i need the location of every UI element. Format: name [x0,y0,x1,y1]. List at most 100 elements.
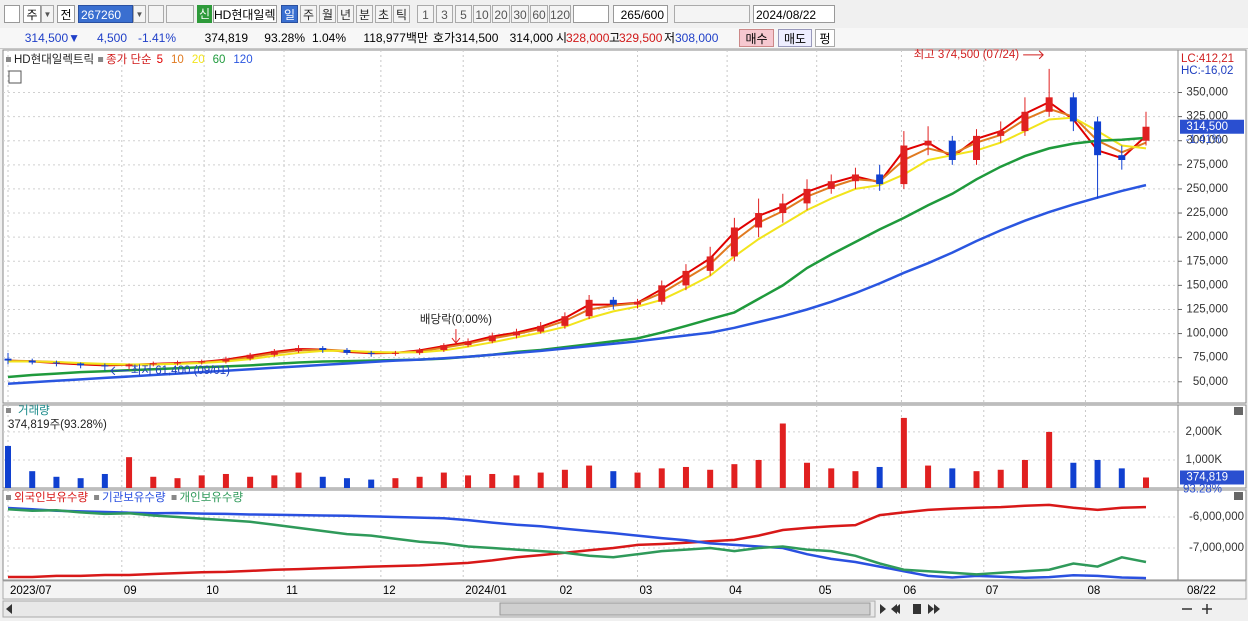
legend-entry: 외국인보유수량 [14,491,88,504]
x-tick-label: 02 [560,585,573,597]
x-tick-label: 06 [903,585,916,597]
y-tick-label: 150,000 [1186,279,1228,291]
candle-body [1069,97,1077,122]
interval-button[interactable]: 20 [492,5,510,23]
interval-button[interactable]: 1 [417,5,434,23]
y-tick-label: 1,000K [1186,454,1223,466]
price: 314,500▼ [24,31,80,45]
zoom-buttons[interactable] [1182,604,1222,614]
menu-icon[interactable] [4,5,20,23]
interval-button[interactable]: 5 [455,5,472,23]
scroll-buttons[interactable] [880,604,940,614]
candle-body [173,362,181,364]
dropdown[interactable]: ▼ [133,5,146,23]
y-tick-label: 50,000 [1193,376,1228,388]
candle-body [367,352,375,354]
interval-button[interactable]: 10 [473,5,491,23]
scroll-thumb[interactable] [499,602,871,616]
period-button[interactable]: 년 [337,5,354,23]
candle-body [900,145,908,185]
table-icon[interactable] [8,70,22,84]
candle-body [391,352,399,354]
legend-marker [171,495,177,500]
moving-average [7,136,1147,379]
period-button[interactable]: 분 [356,5,373,23]
volume-bar [29,471,36,488]
scroll-left[interactable] [6,604,12,614]
price-axis [1177,49,1247,404]
last-volume-label: 374,819 [1186,472,1228,484]
empty-select[interactable] [573,5,609,23]
period-button[interactable]: 일 [281,5,298,23]
sound-button[interactable] [166,5,194,23]
code-input[interactable]: 267260 [78,5,133,23]
volume-title: 거래량 [18,404,50,417]
prev-button[interactable]: 전 [57,5,75,23]
candle-body [1118,155,1126,160]
volume-bar [101,473,108,488]
tool-icons[interactable] [674,5,750,23]
volume-bar [53,476,60,488]
period-button[interactable]: 틱 [393,5,410,23]
candle-body [270,350,278,355]
volume-bar [1094,459,1101,488]
holding-line [8,503,1147,579]
x-tick-label: 05 [819,585,832,597]
period-button[interactable]: 주 [300,5,317,23]
volume-bar [707,469,714,488]
volume-bar [465,475,472,488]
legend-marker [6,408,11,413]
search-button[interactable] [148,5,164,23]
candle-body [101,365,109,367]
candle-body [28,360,36,363]
x-tick-label: 04 [729,585,742,597]
volume-bar [440,472,447,488]
toolbar: 주 ▼ 전 267260 ▼ 신 HD현대일렉 일 주 월 년 분 초 틱 1 … [0,0,1248,29]
market-select[interactable]: 주 [23,5,41,23]
volume-bar [5,445,11,488]
interval-button[interactable]: 30 [511,5,529,23]
legend-marker [6,57,11,62]
y-tick-label: 100,000 [1186,328,1228,340]
interval-button[interactable]: 60 [530,5,548,23]
low-label: 저 [663,31,675,45]
close-icon[interactable] [1234,407,1243,415]
volume-bar [852,471,859,488]
candle-body [343,349,351,353]
volume-bar [925,465,932,488]
volume-bar [174,478,181,488]
candle-body [416,349,424,353]
x-tick-label: 2024/01 [465,585,507,597]
candle-body [730,227,738,257]
candle-body [537,325,545,332]
avg-button[interactable]: 펑 [815,29,835,47]
buy-button[interactable]: 매수 [739,29,774,47]
candle-body [609,299,617,305]
candle-body [198,361,206,363]
volume-bar [828,468,835,488]
interval-button[interactable]: 120 [549,5,571,23]
annotation-arrow [1023,50,1044,60]
period-button[interactable]: 월 [319,5,336,23]
volume-bar [537,472,544,488]
interval-button[interactable]: 3 [436,5,453,23]
legend-entry: 60 [213,54,226,66]
legend-ma: 종가 단순 [106,53,152,66]
volume-bar [949,468,956,488]
period-button[interactable]: 초 [375,5,392,23]
date-input[interactable]: 2024/08/22 [753,5,835,23]
last-volume-rate: 93.28% [1183,484,1222,496]
x-tick-label: 10 [206,585,219,597]
close-icon[interactable] [1234,492,1243,500]
y-tick-label: -7,000,000 [1189,542,1244,554]
volume-subtitle: 374,819주(93.28%) [8,419,107,431]
sell-button[interactable]: 매도 [778,29,812,47]
high-label: 고 [608,31,620,45]
count-input[interactable]: 265/600 [613,5,668,23]
y-tick-label: 200,000 [1186,231,1228,243]
dropdown[interactable]: ▼ [41,5,54,23]
y-tick-label: 75,000 [1193,352,1228,364]
x-tick-label: 08 [1087,585,1100,597]
holdings-axis [1177,489,1247,581]
